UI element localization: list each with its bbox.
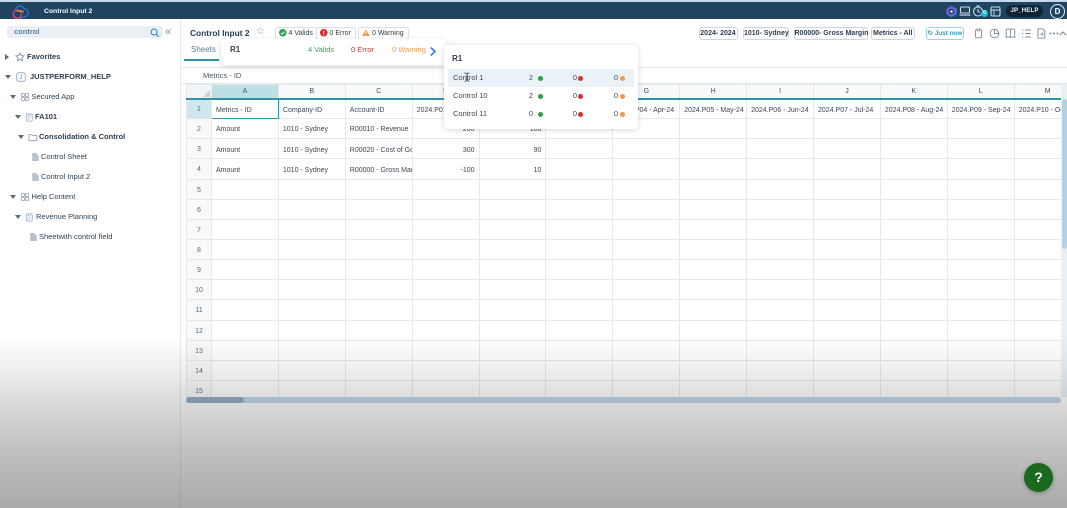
svg-text:J: J xyxy=(20,75,23,81)
